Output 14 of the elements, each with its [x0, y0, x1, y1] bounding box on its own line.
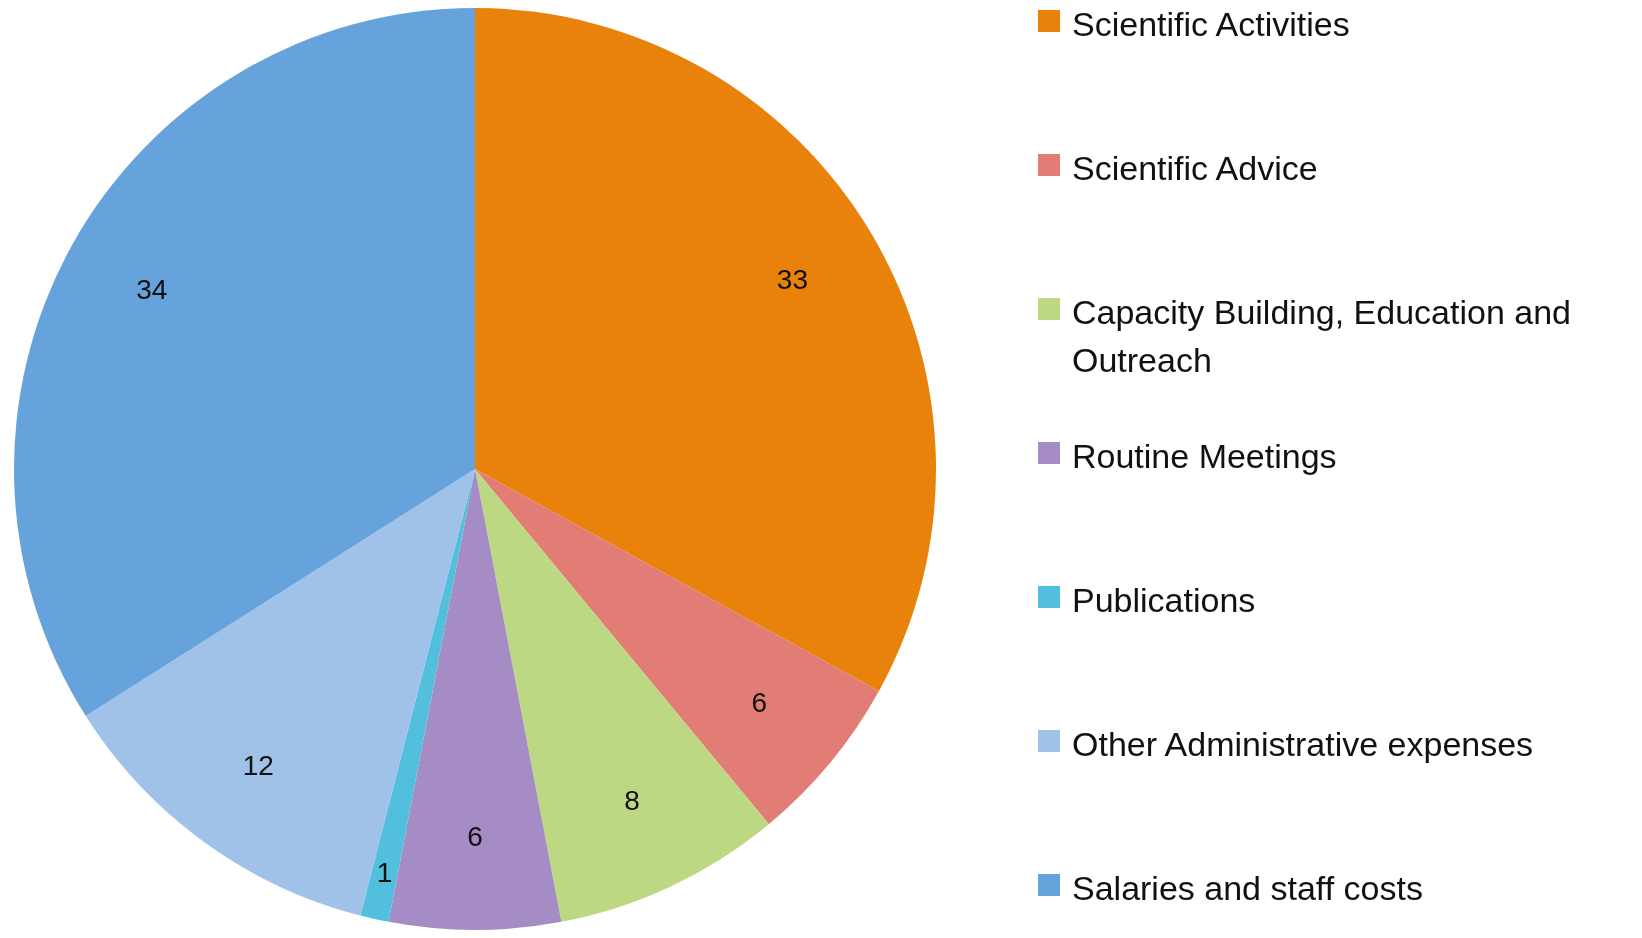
data-label: 6 [751, 686, 767, 718]
legend-label: Other Administrative expenses [1072, 724, 1534, 765]
legend-label: Salaries and staff costs [1072, 868, 1423, 909]
data-label: 1 [376, 856, 393, 888]
legend-label: Scientific Advice [1072, 148, 1318, 189]
legend-label: Publications [1072, 580, 1256, 621]
data-label: 33 [776, 263, 809, 295]
data-label: 6 [467, 820, 483, 852]
data-label: 12 [242, 750, 274, 782]
legend-label: Capacity Building, Education and Outreach [1072, 292, 1572, 381]
legend-label: Routine Meetings [1072, 436, 1337, 477]
data-label: 34 [136, 274, 168, 306]
legend-label: Scientific Activities [1072, 4, 1350, 45]
data-label: 8 [624, 785, 640, 817]
